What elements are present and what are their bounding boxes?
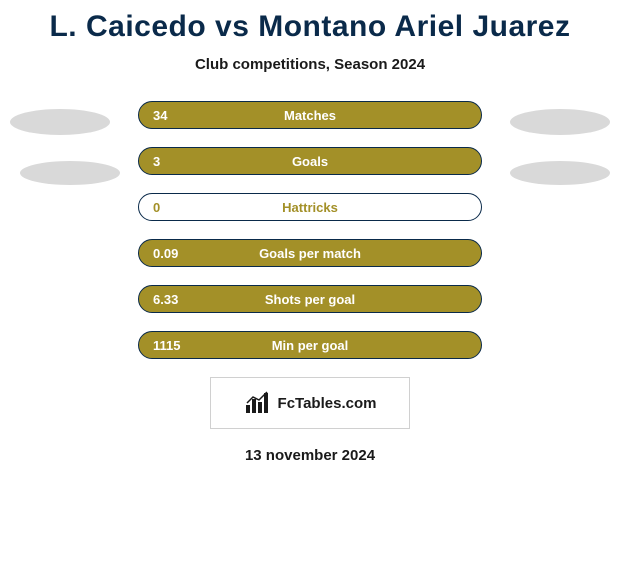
stat-row-shots-per-goal: 6.33 Shots per goal	[138, 285, 482, 313]
stat-label: Matches	[139, 108, 481, 123]
stats-column: 34 Matches 3 Goals 0 Hattricks 0.09 Goal…	[138, 101, 482, 359]
source-logo: FcTables.com	[210, 377, 410, 429]
stat-label: Shots per goal	[139, 292, 481, 307]
stat-row-hattricks: 0 Hattricks	[138, 193, 482, 221]
stat-label: Min per goal	[139, 338, 481, 353]
stat-label: Goals	[139, 154, 481, 169]
bars-icon	[244, 391, 272, 415]
source-logo-text: FcTables.com	[278, 395, 377, 412]
stat-value: 34	[153, 108, 167, 123]
stat-value: 6.33	[153, 292, 178, 307]
stat-row-matches: 34 Matches	[138, 101, 482, 129]
stat-row-goals-per-match: 0.09 Goals per match	[138, 239, 482, 267]
stat-value: 0.09	[153, 246, 178, 261]
stat-row-goals: 3 Goals	[138, 147, 482, 175]
stat-value: 1115	[153, 338, 181, 353]
stat-value: 3	[153, 154, 160, 169]
comparison-area: 34 Matches 3 Goals 0 Hattricks 0.09 Goal…	[0, 101, 620, 464]
subtitle: Club competitions, Season 2024	[0, 56, 620, 73]
stat-row-min-per-goal: 1115 Min per goal	[138, 331, 482, 359]
page-title: L. Caicedo vs Montano Ariel Juarez	[0, 0, 620, 44]
stat-value: 0	[153, 200, 160, 215]
player-left-placeholder-1	[10, 109, 110, 135]
player-left-placeholder-2	[20, 161, 120, 185]
player-right-placeholder-2	[510, 161, 610, 185]
stat-label: Hattricks	[139, 200, 481, 215]
player-right-placeholder-1	[510, 109, 610, 135]
stat-label: Goals per match	[139, 246, 481, 261]
date-label: 13 november 2024	[0, 447, 620, 464]
